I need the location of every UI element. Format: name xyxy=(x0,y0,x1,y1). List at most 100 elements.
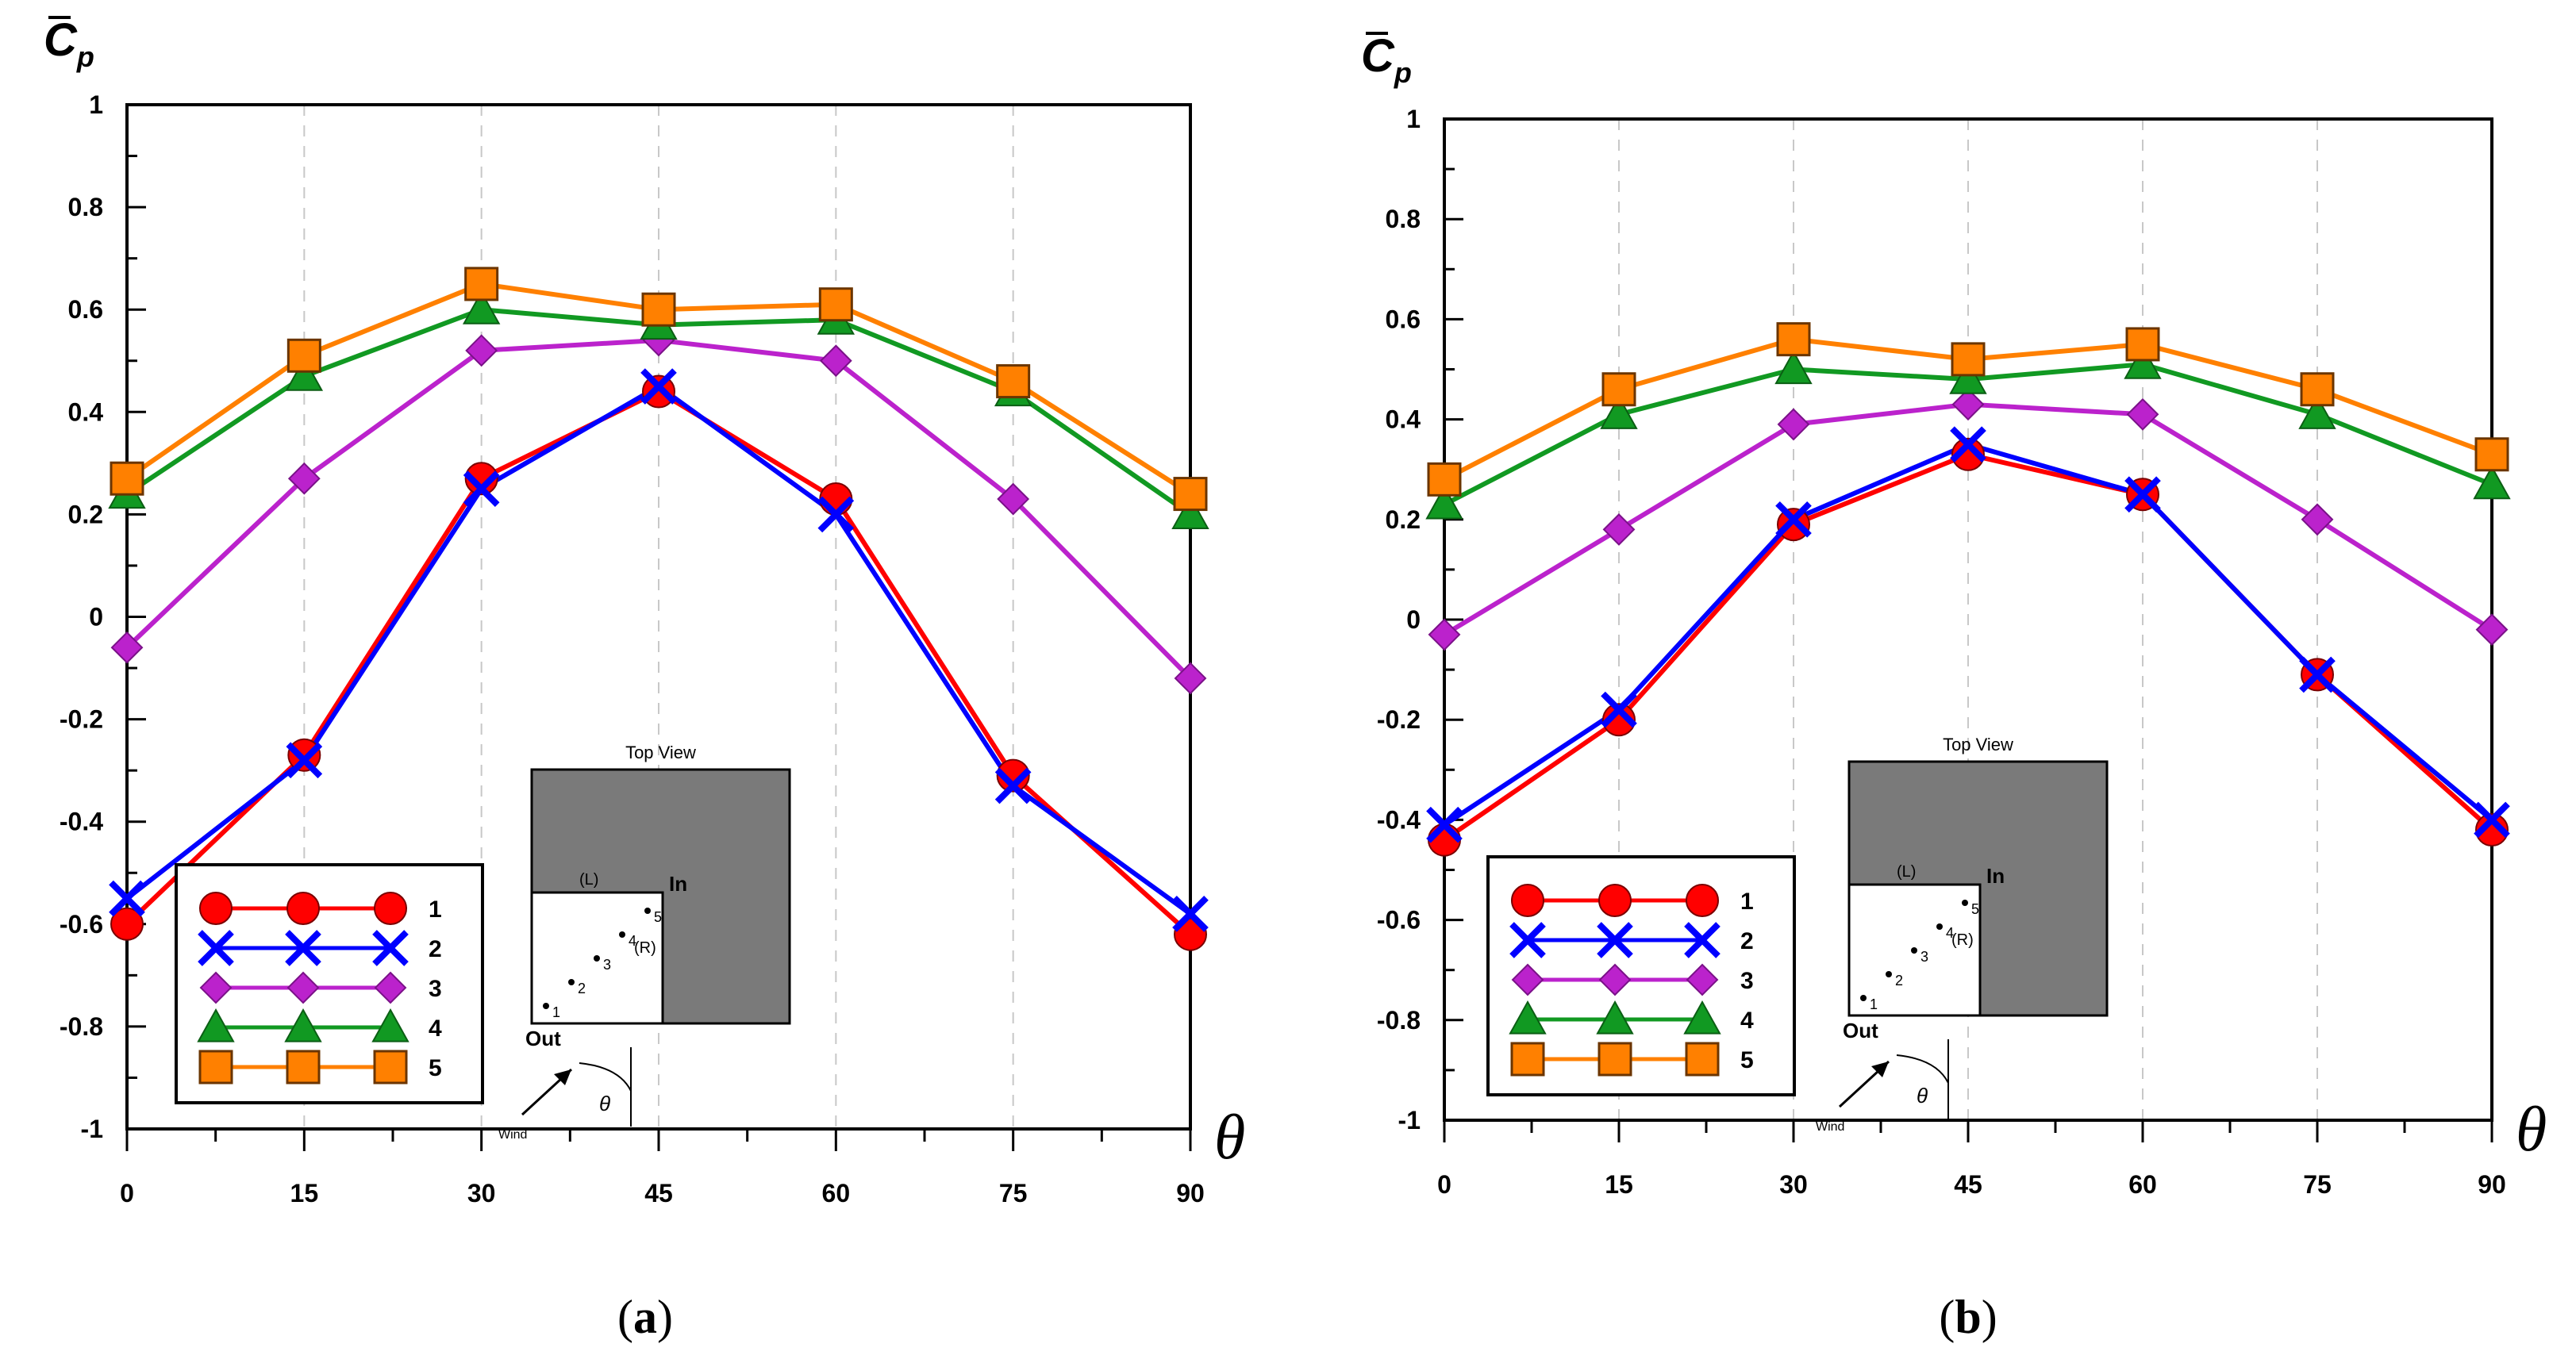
data-point-series-5 xyxy=(1427,462,1462,497)
data-point-series-3 xyxy=(819,344,852,378)
y-tick-label: 1 xyxy=(1406,105,1421,133)
data-point-series-4 xyxy=(2298,395,2336,429)
measure-point xyxy=(644,908,651,914)
y-tick-label: 0 xyxy=(89,603,103,632)
legend-entry-5: 5 xyxy=(1740,1047,1754,1073)
data-point-series-4 xyxy=(2124,345,2162,379)
y-tick-label: -1 xyxy=(81,1115,103,1143)
legend-entry-4: 4 xyxy=(429,1015,442,1042)
legend-marker-3 xyxy=(286,971,320,1004)
legend-marker-2 xyxy=(372,930,409,966)
data-point-series-4 xyxy=(1425,485,1463,520)
data-point-series-1 xyxy=(1951,437,1985,471)
data-point-series-2 xyxy=(1172,896,1209,932)
data-point-series-1 xyxy=(1602,703,1636,737)
x-tick-label: 90 xyxy=(1176,1179,1205,1207)
inset-label-out: Out xyxy=(525,1027,561,1050)
y-tick-label: -0.8 xyxy=(1377,1006,1421,1035)
legend-marker-3 xyxy=(1686,963,1719,996)
wind-arrow-head xyxy=(1871,1061,1889,1077)
inset-label-in: In xyxy=(1986,864,2005,888)
measure-point xyxy=(1860,995,1867,1001)
y-tick-label: -0.2 xyxy=(1377,705,1421,734)
data-point-series-1 xyxy=(1777,508,1810,542)
data-point-series-5 xyxy=(1173,477,1208,512)
data-point-series-3 xyxy=(465,334,498,367)
legend-marker-5 xyxy=(1598,1042,1632,1077)
measure-point xyxy=(568,979,575,985)
x-tick-label: 75 xyxy=(2303,1170,2332,1199)
legend-marker-1 xyxy=(374,892,407,925)
legend-marker-2 xyxy=(198,930,234,966)
data-point-series-4 xyxy=(462,290,501,324)
legend-marker-5 xyxy=(1510,1042,1545,1077)
data-point-series-1 xyxy=(996,758,1030,793)
data-point-series-2 xyxy=(2299,656,2336,693)
x-tick-label: 60 xyxy=(822,1179,851,1207)
legend-marker-4 xyxy=(1683,1000,1721,1035)
panel-label: (a) xyxy=(617,1291,673,1343)
legend-marker-5 xyxy=(1685,1042,1720,1077)
x-tick-label: 60 xyxy=(2128,1170,2157,1199)
y-tick-label: 0.8 xyxy=(68,193,103,221)
measure-point-label: 1 xyxy=(552,1004,560,1020)
data-point-series-1 xyxy=(1174,917,1207,951)
data-point-series-2 xyxy=(640,368,677,405)
open-corner xyxy=(530,891,664,1025)
data-point-series-3 xyxy=(1174,662,1207,695)
legend-marker-4 xyxy=(197,1008,235,1042)
legend-marker-4 xyxy=(371,1008,409,1042)
data-point-series-3 xyxy=(997,482,1030,516)
y-tick-label: -0.4 xyxy=(60,808,103,836)
y-tick-label: 0 xyxy=(1406,605,1421,634)
data-point-series-5 xyxy=(996,364,1031,399)
measure-point xyxy=(1886,971,1892,977)
data-point-series-1 xyxy=(287,738,321,772)
data-point-series-5 xyxy=(464,267,499,301)
data-point-series-4 xyxy=(1600,395,1638,429)
y-tick-label: -0.6 xyxy=(1377,906,1421,935)
data-point-series-4 xyxy=(2473,465,2511,500)
inset-label-left: (L) xyxy=(579,871,598,889)
y-tick-label: -0.8 xyxy=(60,1012,103,1041)
legend-marker-3 xyxy=(1598,963,1632,996)
chart-panel-a: 10.80.60.40.20-0.2-0.4-0.6-0.8-10 15 30 45 6… xyxy=(44,14,1245,1343)
data-point-series-3 xyxy=(1951,388,1985,421)
measure-point-label: 2 xyxy=(578,981,586,996)
data-point-series-2 xyxy=(463,470,500,507)
measure-point-label: 1 xyxy=(1870,996,1878,1012)
x-tick-label: 15 xyxy=(290,1179,319,1207)
legend-marker-4 xyxy=(284,1008,322,1042)
data-point-series-2 xyxy=(817,496,855,533)
inset-label-right: (R) xyxy=(1951,931,1974,949)
legend-marker-1 xyxy=(286,892,320,925)
data-point-series-3 xyxy=(1428,618,1461,651)
inset-label-theta: θ xyxy=(1917,1084,1928,1108)
legend-marker-2 xyxy=(1509,922,1546,958)
chart-panel-b: 10.80.60.40.20-0.2-0.4-0.6-0.8-10 15 30 45 6… xyxy=(1361,30,2547,1343)
data-point-series-5 xyxy=(2125,327,2160,362)
data-point-series-5 xyxy=(641,292,676,327)
inset-title: Top View xyxy=(625,743,696,762)
y-tick-label: 0.2 xyxy=(1386,505,1421,534)
inset-label-theta: θ xyxy=(599,1092,610,1115)
data-point-series-5 xyxy=(1951,342,1986,377)
legend-marker-2 xyxy=(1684,922,1721,958)
inset-label-wind: Wind xyxy=(1816,1120,1844,1134)
legend: 1 2 3 4 5 xyxy=(1486,855,1796,1096)
inset-label-out: Out xyxy=(1843,1019,1878,1042)
y-tick-label: -0.2 xyxy=(60,705,103,734)
legend-marker-1 xyxy=(199,892,233,925)
y-tick-label: -0.6 xyxy=(60,910,103,939)
y-tick-label: 0.6 xyxy=(68,295,103,324)
legend-marker-3 xyxy=(1511,963,1544,996)
measure-point-label: 4 xyxy=(1946,925,1954,941)
legend-entry-2: 2 xyxy=(1740,928,1754,954)
y-tick-label: 0.6 xyxy=(1386,305,1421,333)
angle-arc xyxy=(579,1062,632,1092)
y-tick-label: -0.4 xyxy=(1377,805,1421,834)
data-point-series-4 xyxy=(1774,350,1813,385)
data-point-series-1 xyxy=(642,374,675,409)
inset-top-view: Top View (L) In (R) Out 1 2 3 4 5 Wind θ xyxy=(1816,735,2109,1134)
